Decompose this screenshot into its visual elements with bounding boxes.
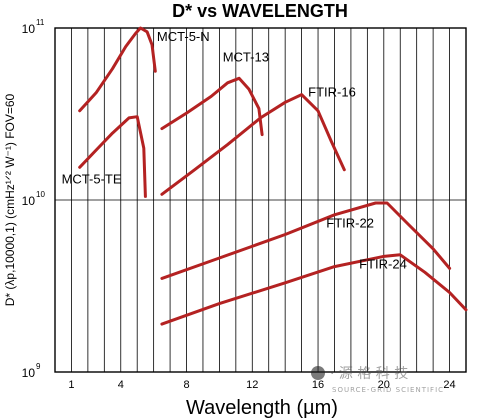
series-line-mct-5-te [78, 115, 147, 198]
gridlines [55, 28, 466, 372]
series-label-ftir-16: FTIR-16 [308, 84, 356, 99]
series-line-mct-5-n [78, 26, 157, 113]
x-tick-label: 4 [118, 379, 124, 391]
series-label-ftir-22: FTIR-22 [326, 216, 374, 231]
series-labels: MCT-5-N MCT-13 FTIR-16 MCT-5-TE FTIR-22 FTIR-… [62, 29, 407, 271]
x-tick-label: 20 [378, 379, 390, 391]
series-label-ftir-24: FTIR-24 [359, 256, 407, 271]
x-tick-labels: 1 4 8 12 16 20 24 [68, 379, 455, 391]
y-tick-label: 10 [22, 194, 36, 208]
watermark-text: · 源 格 科 技 [330, 366, 408, 382]
x-tick-label: 24 [443, 379, 455, 391]
watermark-logo-icon [311, 366, 325, 380]
series-label-mct-5-n: MCT-5-N [157, 29, 210, 44]
y-axis-label: D* (λp,10000,1) (cmHz¹ᐟ² W⁻¹) FOV=60 [3, 93, 17, 306]
x-tick-label: 1 [68, 379, 74, 391]
plot-frame [54, 27, 467, 373]
watermark-subtext: SOURCE-GRID SCIENTIFIC [332, 386, 444, 394]
series-line-mct-13 [160, 76, 264, 137]
x-axis-label: Wavelength (µm) [186, 397, 338, 419]
series-label-mct-13: MCT-13 [223, 49, 269, 64]
chart-title: D* vs WAVELENGTH [172, 1, 348, 21]
y-tick-label: 10 [22, 22, 36, 36]
watermark: · 源 格 科 技 SOURCE-GRID SCIENTIFIC [311, 366, 444, 394]
series-line-ftir-16 [160, 93, 346, 196]
series-label-mct-5-te: MCT-5-TE [62, 171, 122, 186]
series-line-ftir-22 [160, 201, 452, 280]
y-tick-exponent: 10 [36, 190, 45, 199]
x-tick-label: 16 [312, 379, 324, 391]
y-tick-label: 10 [22, 366, 36, 380]
x-tick-label: 8 [183, 379, 189, 391]
series-lines [78, 26, 468, 326]
series-line-ftir-24 [160, 253, 468, 326]
y-tick-exponent: 9 [36, 362, 41, 371]
y-tick-exponent: 11 [36, 18, 45, 27]
x-tick-label: 12 [246, 379, 258, 391]
